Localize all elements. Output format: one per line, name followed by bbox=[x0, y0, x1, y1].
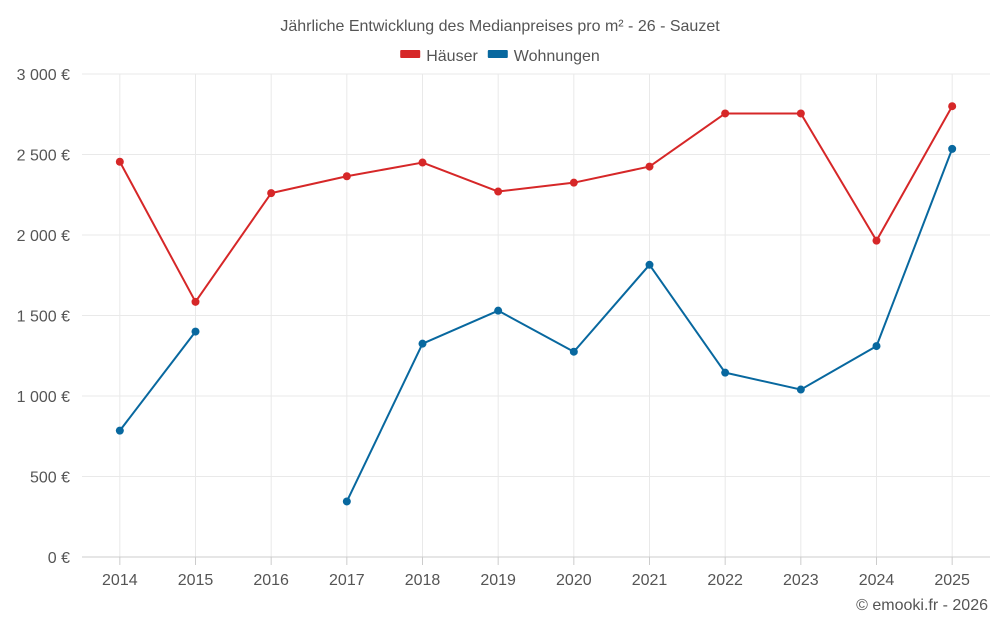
legend-label: Häuser bbox=[426, 48, 478, 65]
y-tick-label: 0 € bbox=[48, 550, 70, 567]
data-point-h-user[interactable] bbox=[342, 172, 351, 181]
series-layer bbox=[115, 102, 957, 506]
series-wohnungen bbox=[115, 144, 957, 506]
data-point-wohnungen[interactable] bbox=[569, 347, 578, 356]
axes: 0 € 500 € 1 000 € 1 500 € 2 000 € 2 500 € 3 00… bbox=[17, 67, 990, 589]
credit-text: © emooki.fr - 2026 bbox=[856, 597, 988, 614]
x-tick-label: 2023 bbox=[783, 572, 819, 589]
data-point-h-user[interactable] bbox=[645, 162, 654, 171]
data-point-wohnungen[interactable] bbox=[494, 306, 503, 315]
data-point-wohnungen[interactable] bbox=[115, 426, 124, 435]
series-h-user bbox=[115, 102, 957, 306]
y-tick-label: 500 € bbox=[30, 470, 70, 487]
data-point-wohnungen[interactable] bbox=[191, 327, 200, 336]
data-point-h-user[interactable] bbox=[796, 109, 805, 118]
y-tick-label: 2 000 € bbox=[17, 228, 70, 245]
data-point-wohnungen[interactable] bbox=[645, 260, 654, 269]
x-tick-label: 2019 bbox=[480, 572, 516, 589]
series-line-h-user bbox=[118, 105, 954, 303]
x-tick-label: 2015 bbox=[178, 572, 214, 589]
x-tick-label: 2025 bbox=[934, 572, 970, 589]
series-line-wohnungen bbox=[119, 330, 197, 432]
x-tick-label: 2024 bbox=[859, 572, 895, 589]
legend-item[interactable]: Häuser bbox=[400, 48, 478, 65]
x-tick-label: 2021 bbox=[632, 572, 668, 589]
chart-title: Jährliche Entwicklung des Medianpreises … bbox=[280, 18, 720, 35]
legend-item[interactable]: Wohnungen bbox=[487, 48, 600, 65]
data-point-wohnungen[interactable] bbox=[948, 144, 957, 153]
data-point-h-user[interactable] bbox=[872, 236, 881, 245]
data-point-wohnungen[interactable] bbox=[721, 368, 730, 377]
data-point-wohnungen[interactable] bbox=[418, 339, 427, 348]
y-tick-label: 1 000 € bbox=[17, 389, 70, 406]
data-point-wohnungen[interactable] bbox=[872, 342, 881, 351]
y-tick-label: 3 000 € bbox=[17, 67, 70, 84]
data-point-h-user[interactable] bbox=[948, 102, 957, 111]
x-tick-label: 2016 bbox=[253, 572, 289, 589]
data-point-h-user[interactable] bbox=[191, 297, 200, 306]
x-tick-label: 2014 bbox=[102, 572, 138, 589]
data-point-wohnungen[interactable] bbox=[796, 385, 805, 394]
data-point-h-user[interactable] bbox=[267, 189, 276, 198]
legend-swatch bbox=[400, 50, 421, 58]
legend-swatch bbox=[487, 50, 508, 58]
data-point-h-user[interactable] bbox=[494, 187, 503, 196]
legend: Häuser Wohnungen bbox=[400, 48, 600, 65]
y-tick-label: 1 500 € bbox=[17, 309, 70, 326]
data-point-h-user[interactable] bbox=[115, 157, 124, 166]
x-tick-label: 2022 bbox=[707, 572, 743, 589]
data-point-h-user[interactable] bbox=[569, 178, 578, 187]
data-point-h-user[interactable] bbox=[418, 158, 427, 167]
y-tick-label: 2 500 € bbox=[17, 148, 70, 165]
grid bbox=[82, 73, 990, 557]
x-tick-label: 2018 bbox=[405, 572, 441, 589]
legend-label: Wohnungen bbox=[514, 48, 600, 65]
x-tick-label: 2020 bbox=[556, 572, 592, 589]
data-point-h-user[interactable] bbox=[721, 109, 730, 118]
x-tick-label: 2017 bbox=[329, 572, 365, 589]
data-point-wohnungen[interactable] bbox=[342, 497, 351, 506]
